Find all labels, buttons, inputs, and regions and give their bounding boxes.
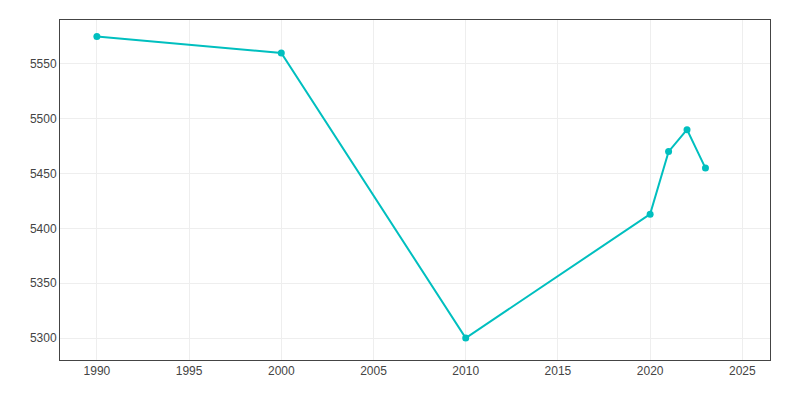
- svg-text:5450: 5450: [30, 167, 57, 181]
- svg-text:5300: 5300: [30, 331, 57, 345]
- svg-text:5400: 5400: [30, 222, 57, 236]
- svg-text:5350: 5350: [30, 276, 57, 290]
- svg-text:5500: 5500: [30, 112, 57, 126]
- svg-text:2010: 2010: [452, 364, 479, 378]
- svg-text:2015: 2015: [545, 364, 572, 378]
- svg-text:2005: 2005: [360, 364, 387, 378]
- svg-text:2020: 2020: [637, 364, 664, 378]
- svg-text:1990: 1990: [84, 364, 111, 378]
- svg-text:1995: 1995: [176, 364, 203, 378]
- svg-text:2025: 2025: [729, 364, 756, 378]
- svg-text:5550: 5550: [30, 57, 57, 71]
- svg-text:2000: 2000: [268, 364, 295, 378]
